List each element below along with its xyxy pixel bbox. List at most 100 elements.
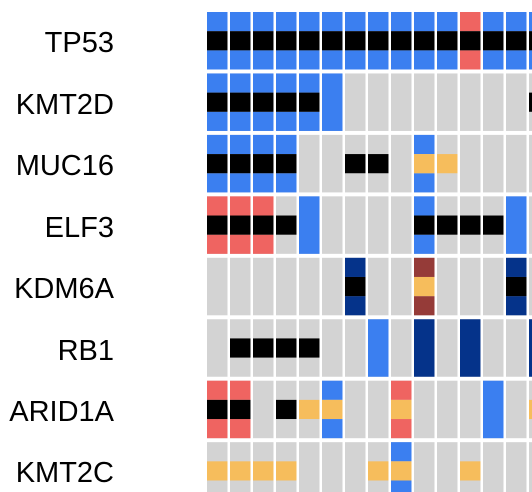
cell-tp53-7-bottom (345, 50, 366, 70)
cell-kmt2c-5 (299, 442, 320, 492)
cell-kmt2d-5-top (299, 73, 320, 93)
cell-kdm6a-14-middle (506, 276, 527, 297)
cell-tp53-4-middle (276, 31, 297, 51)
cell-elf3-4-middle (276, 215, 297, 235)
cell-tp53-6-bottom (322, 50, 343, 70)
cell-tp53-3-top (253, 12, 274, 32)
cell-tp53-8-top (368, 12, 389, 32)
cell-kmt2d-10 (414, 73, 435, 131)
cell-tp53-15-top (529, 12, 532, 32)
cell-kdm6a-10-middle (414, 276, 435, 297)
cell-kdm6a-4 (276, 257, 297, 316)
gene-labels: TP53 KMT2D MUC16 ELF3 KDM6A RB1 ARID1A K… (9, 27, 114, 489)
cell-rb1-15-full (529, 319, 532, 377)
cell-arid1a-14 (506, 380, 527, 439)
cell-arid1a-9-middle (391, 399, 412, 420)
cell-kmt2d-4-middle (276, 92, 297, 112)
gene-label-rb1: RB1 (58, 335, 114, 367)
cell-muc16-11-middle (437, 154, 458, 174)
cell-muc16-3-bottom (253, 173, 274, 193)
cell-tp53-14-middle (506, 31, 527, 51)
cell-elf3-8 (368, 196, 389, 254)
cell-rb1-8-full (368, 319, 389, 377)
cell-arid1a-2-bottom (230, 419, 251, 439)
cell-muc16-6 (322, 134, 343, 193)
cell-tp53-11-middle (437, 31, 458, 51)
cell-tp53-1-middle (207, 31, 228, 51)
cell-elf3-15 (529, 196, 532, 254)
cell-kmt2d-3-middle (253, 92, 274, 112)
cell-arid1a-13-full (483, 380, 504, 439)
cell-muc16-8-middle (368, 154, 389, 174)
cell-rb1-11 (437, 319, 458, 377)
cell-tp53-2-top (230, 12, 251, 32)
cell-muc16-1-middle (207, 154, 228, 174)
cell-rb1-1 (207, 319, 228, 377)
gene-label-tp53: TP53 (45, 27, 114, 59)
cell-kdm6a-7-top (345, 257, 366, 277)
cell-kmt2c-9-middle (391, 461, 412, 481)
cell-tp53-14-bottom (506, 50, 527, 70)
cell-kmt2c-9-top (391, 442, 412, 462)
cell-kmt2d-2-top (230, 73, 251, 93)
cell-tp53-10-bottom (414, 50, 435, 70)
cell-elf3-1-bottom (207, 234, 228, 254)
cell-tp53-15-bottom (529, 50, 532, 70)
cell-muc16-9 (391, 134, 412, 193)
cell-kdm6a-15 (529, 257, 532, 316)
cell-kmt2d-12 (460, 73, 481, 131)
cell-kmt2d-5-middle (299, 92, 320, 112)
cell-kdm6a-8 (368, 257, 389, 316)
cell-muc16-5 (299, 134, 320, 193)
cell-tp53-15-middle (529, 31, 532, 51)
cell-muc16-4-middle (276, 154, 297, 174)
cell-elf3-2-middle (230, 215, 251, 235)
cell-kmt2c-1-middle (207, 461, 228, 481)
cell-elf3-11-middle (437, 215, 458, 235)
cell-arid1a-6-bottom (322, 419, 343, 439)
cell-tp53-12-top (460, 12, 481, 32)
cell-kmt2c-10 (414, 442, 435, 492)
cell-muc16-13 (483, 134, 504, 193)
cell-kmt2c-14 (506, 442, 527, 492)
cell-rb1-12-full (460, 319, 481, 377)
cell-muc16-1-top (207, 134, 228, 155)
cell-tp53-7-middle (345, 31, 366, 51)
cell-tp53-13-bottom (483, 50, 504, 70)
cell-kdm6a-14-bottom (506, 296, 527, 316)
cell-arid1a-1-bottom (207, 419, 228, 439)
cell-muc16-2-top (230, 134, 251, 155)
cell-kmt2c-3-middle (253, 461, 274, 481)
cell-rb1-7 (345, 319, 366, 377)
cell-rb1-13 (483, 319, 504, 377)
cell-elf3-7 (345, 196, 366, 254)
cell-rb1-3-middle (253, 338, 274, 358)
cell-tp53-11-top (437, 12, 458, 32)
cell-elf3-13-middle (483, 215, 504, 235)
cell-arid1a-6-top (322, 380, 343, 400)
cell-arid1a-9-bottom (391, 419, 412, 439)
cell-tp53-5-top (299, 12, 320, 32)
cell-elf3-3-top (253, 196, 274, 216)
gene-label-kdm6a: KDM6A (14, 273, 115, 305)
cell-kmt2d-6-full (322, 73, 343, 131)
cell-tp53-7-top (345, 12, 366, 32)
cell-rb1-2-middle (230, 338, 251, 358)
cell-kdm6a-3 (253, 257, 274, 316)
cell-rb1-14 (506, 319, 527, 377)
cell-tp53-13-middle (483, 31, 504, 51)
cell-kdm6a-10-top (414, 257, 435, 277)
cell-kdm6a-7-middle (345, 276, 366, 297)
cell-kmt2d-9 (391, 73, 412, 131)
cell-arid1a-9-top (391, 380, 412, 400)
cell-kdm6a-12 (460, 257, 481, 316)
cell-kmt2d-13 (483, 73, 504, 131)
cell-kmt2d-4-top (276, 73, 297, 93)
cell-arid1a-8 (368, 380, 389, 439)
cell-kdm6a-13 (483, 257, 504, 316)
cell-tp53-13-top (483, 12, 504, 32)
cell-kmt2c-4-middle (276, 461, 297, 481)
cell-tp53-1-top (207, 12, 228, 32)
cell-kmt2d-15-middle (529, 92, 532, 112)
